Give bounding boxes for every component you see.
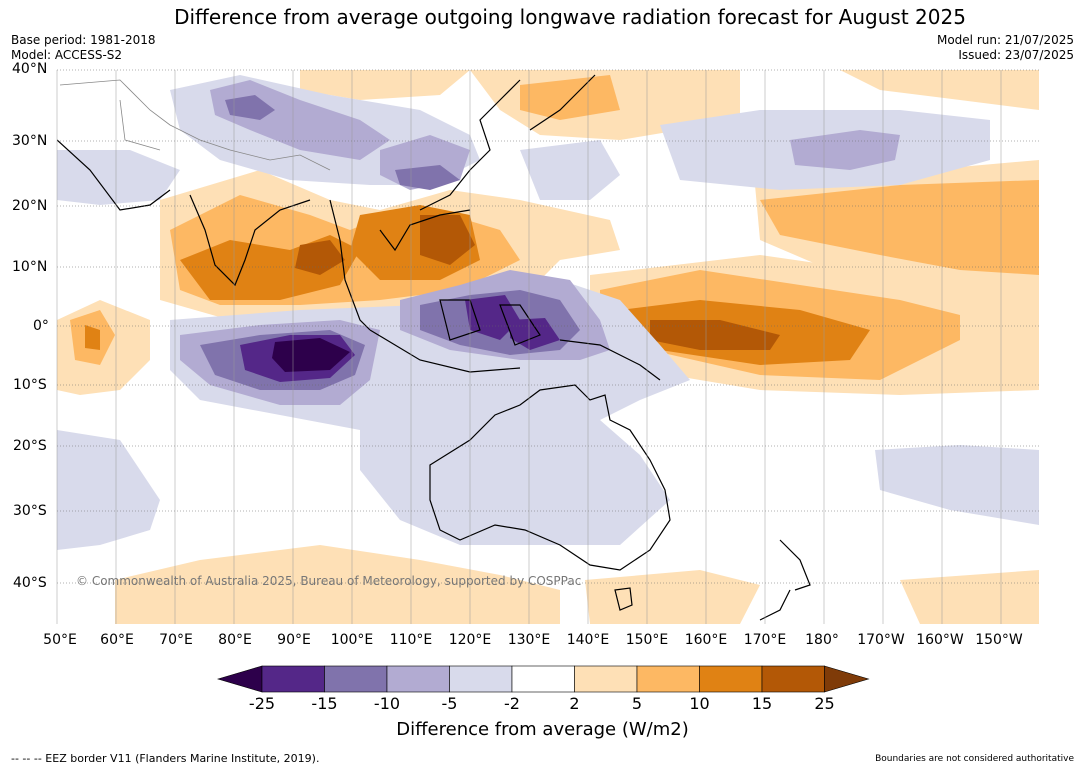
china-coastline — [419, 79, 521, 211]
india-coastline — [189, 194, 311, 287]
negative-anomaly-west-asia — [57, 150, 180, 205]
moderate-anomaly-japan — [520, 75, 620, 120]
strong-anomaly-io-small — [85, 325, 100, 350]
strong-negative-tibet — [225, 95, 275, 120]
meta-right: Model run: 21/07/2025 Issued: 23/07/2025 — [937, 33, 1074, 63]
colorbar-swatch — [261, 665, 325, 693]
country-borders — [59, 79, 331, 171]
colorbar-swatch — [636, 665, 700, 693]
lat-label: 30°N — [12, 133, 48, 149]
lat-label: 30°S — [13, 503, 47, 519]
lat-label: 40°S — [13, 575, 47, 591]
colorbar-tick-label: 2 — [569, 694, 580, 713]
model-run: Model run: 21/07/2025 — [936, 33, 1074, 47]
new-zealand-coastline — [759, 539, 811, 621]
lon-label: 150°W — [975, 632, 1023, 648]
colorbar-swatch — [324, 665, 388, 693]
extreme-anomaly-bay — [295, 240, 345, 275]
arabia-coastline — [57, 139, 171, 211]
colorbar-swatch — [761, 665, 825, 693]
lon-label: 90°E — [277, 632, 311, 648]
boundary-disclaimer: Boundaries are not considered authoritat… — [875, 754, 1074, 764]
lon-label: 170°E — [743, 632, 787, 648]
meta-left: Base period: 1981-2018 Model: ACCESS-S2 — [11, 33, 156, 63]
colorbar-tick-label: 15 — [751, 694, 773, 713]
colorbar-tick-label: 10 — [689, 694, 710, 713]
lat-label: 10°N — [12, 259, 48, 275]
extreme-anomaly-pacific — [650, 320, 780, 350]
colorbar-tick-label: -25 — [248, 694, 276, 713]
lat-label: 40°N — [12, 61, 48, 77]
positive-anomaly-north-central — [300, 70, 470, 100]
positive-anomaly-south-east — [900, 570, 1039, 624]
colorbar-tick-label: -10 — [373, 694, 401, 713]
moderate-anomaly-subtropics — [760, 180, 1039, 275]
issued-date: Issued: 23/07/2025 — [958, 48, 1074, 62]
australia-coastline — [429, 384, 671, 571]
lon-label: 160°W — [916, 632, 964, 648]
colorbar-title: Difference from average (W/m2) — [396, 719, 689, 740]
base-period: Base period: 1981-2018 — [11, 33, 156, 47]
lon-label: 130°E — [507, 632, 551, 648]
southeast-asia-coastline — [329, 199, 471, 331]
lon-label: 140°E — [566, 632, 610, 648]
eez-note: -- -- -- EEZ border V11 (Flanders Marine… — [11, 752, 320, 765]
negative-anomaly-south-west-io — [57, 430, 160, 550]
lon-label: 120°E — [448, 632, 492, 648]
lon-label: 50°E — [43, 632, 77, 648]
negative-anomaly-west-pacific — [520, 140, 620, 200]
positive-anomaly-southern-ocean — [115, 545, 560, 624]
lon-label: 150°E — [625, 632, 669, 648]
peak-negative-io — [272, 338, 350, 372]
colorbar-swatch — [574, 665, 638, 693]
colorbar-swatches — [216, 665, 870, 693]
colorbar-swatch — [449, 665, 513, 693]
colorbar-swatch — [511, 665, 575, 693]
maritime-coastline — [369, 299, 661, 381]
positive-anomaly-north-east — [840, 70, 1039, 110]
lon-label: 180° — [805, 632, 839, 648]
model-name: Model: ACCESS-S2 — [11, 48, 123, 62]
copyright-notice: © Commonwealth of Australia 2025, Bureau… — [76, 574, 582, 588]
lon-label: 70°E — [159, 632, 193, 648]
lat-label: 0° — [33, 318, 49, 334]
tasmania-coastline — [614, 587, 633, 611]
lon-label: 170°W — [857, 632, 905, 648]
colorbar-arrow-low — [216, 665, 263, 693]
lon-label: 110°E — [389, 632, 433, 648]
colorbar-tick-label: 5 — [631, 694, 643, 713]
lon-gridlines — [56, 70, 1002, 624]
colorbar-tick-label: -15 — [311, 694, 338, 713]
positive-anomaly-tasman — [585, 570, 760, 624]
extreme-negative-maritime — [465, 295, 520, 340]
lon-label: 60°E — [100, 632, 134, 648]
lon-label: 80°E — [218, 632, 252, 648]
colorbar-arrow-high — [824, 665, 870, 693]
moderate-negative-north-pacific — [790, 130, 900, 170]
anomaly-field — [57, 70, 1039, 624]
chart-title: Difference from average outgoing longwav… — [174, 5, 966, 29]
extreme-anomaly-south-china-sea — [420, 215, 475, 265]
negative-anomaly-south-pacific — [875, 445, 1039, 525]
lat-label: 10°S — [13, 377, 47, 393]
lon-label: 160°E — [684, 632, 728, 648]
colorbar-swatch — [699, 665, 763, 693]
lat-label: 20°N — [12, 198, 48, 214]
lon-label: 100°E — [330, 632, 374, 648]
colorbar-swatch — [386, 665, 450, 693]
colorbar-tick-label: -5 — [441, 694, 458, 713]
lat-label: 20°S — [13, 438, 47, 454]
japan-coastline — [529, 74, 596, 131]
colorbar-tick-label: 25 — [814, 694, 835, 713]
colorbar-tick-label: -2 — [504, 694, 520, 713]
